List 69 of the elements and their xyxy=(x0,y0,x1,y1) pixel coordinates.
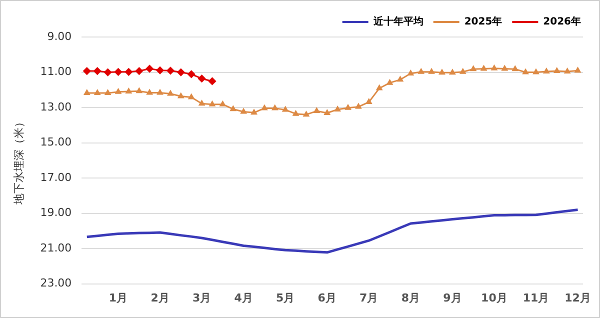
point xyxy=(544,68,550,74)
point xyxy=(230,106,236,112)
y-tick-label: 23.00 xyxy=(40,276,72,290)
point xyxy=(408,70,414,76)
x-tick-label: 5月 xyxy=(276,291,295,304)
point xyxy=(156,66,164,74)
x-tick-label: 4月 xyxy=(234,291,253,304)
point xyxy=(397,76,404,82)
point xyxy=(83,67,91,75)
point xyxy=(104,90,111,96)
point xyxy=(178,92,184,98)
x-tick-label: 3月 xyxy=(192,291,212,304)
x-tick-label: 6月 xyxy=(318,291,336,304)
point xyxy=(198,100,205,106)
point xyxy=(251,109,257,115)
x-tick-label: 1月 xyxy=(108,291,128,304)
x-tick-label: 7月 xyxy=(360,291,378,304)
point xyxy=(262,104,268,110)
y-axis-title: 地下水埋深（米） xyxy=(12,116,26,206)
point xyxy=(94,90,100,96)
legend-label: 2025年 xyxy=(464,16,502,28)
point xyxy=(502,65,508,71)
legend-label: 2026年 xyxy=(543,16,582,28)
point xyxy=(272,104,278,110)
point xyxy=(303,111,310,117)
point xyxy=(146,89,152,95)
point xyxy=(564,68,570,74)
point xyxy=(324,110,330,115)
point xyxy=(135,67,143,75)
point xyxy=(439,69,445,75)
point xyxy=(136,88,142,94)
point xyxy=(114,68,122,76)
y-tick-label: 17.00 xyxy=(40,170,72,184)
y-tick-label: 9.00 xyxy=(47,30,72,43)
y-tick-label: 19.00 xyxy=(40,206,72,220)
point xyxy=(574,67,581,73)
point xyxy=(146,64,154,72)
y-tick-label: 21.00 xyxy=(40,241,72,254)
point xyxy=(94,67,102,75)
point xyxy=(124,68,132,76)
point xyxy=(104,68,112,76)
point xyxy=(188,70,196,78)
point xyxy=(208,78,216,85)
y-tick-label: 13.00 xyxy=(40,100,72,114)
x-tick-label: 9月 xyxy=(443,291,462,304)
legend-label: 近十年平均 xyxy=(372,16,424,28)
point xyxy=(480,65,487,71)
point xyxy=(512,66,518,72)
point xyxy=(126,88,132,94)
point xyxy=(334,106,340,112)
point xyxy=(345,104,351,110)
point xyxy=(177,68,185,76)
x-tick-label: 12月 xyxy=(564,291,591,304)
point xyxy=(240,108,246,114)
x-tick-label: 11月 xyxy=(522,291,550,304)
point xyxy=(84,90,90,96)
point xyxy=(366,98,372,104)
x-tick-label: 8月 xyxy=(401,291,420,304)
x-tick-label: 10月 xyxy=(481,291,508,304)
point xyxy=(554,68,560,74)
point xyxy=(157,89,163,95)
point xyxy=(314,108,320,114)
point xyxy=(470,66,476,72)
y-tick-label: 15.00 xyxy=(40,136,72,149)
y-tick-label: 11.00 xyxy=(40,65,72,78)
x-tick-label: 2月 xyxy=(150,291,170,304)
point xyxy=(450,69,456,75)
point xyxy=(166,66,174,74)
point xyxy=(198,74,206,82)
